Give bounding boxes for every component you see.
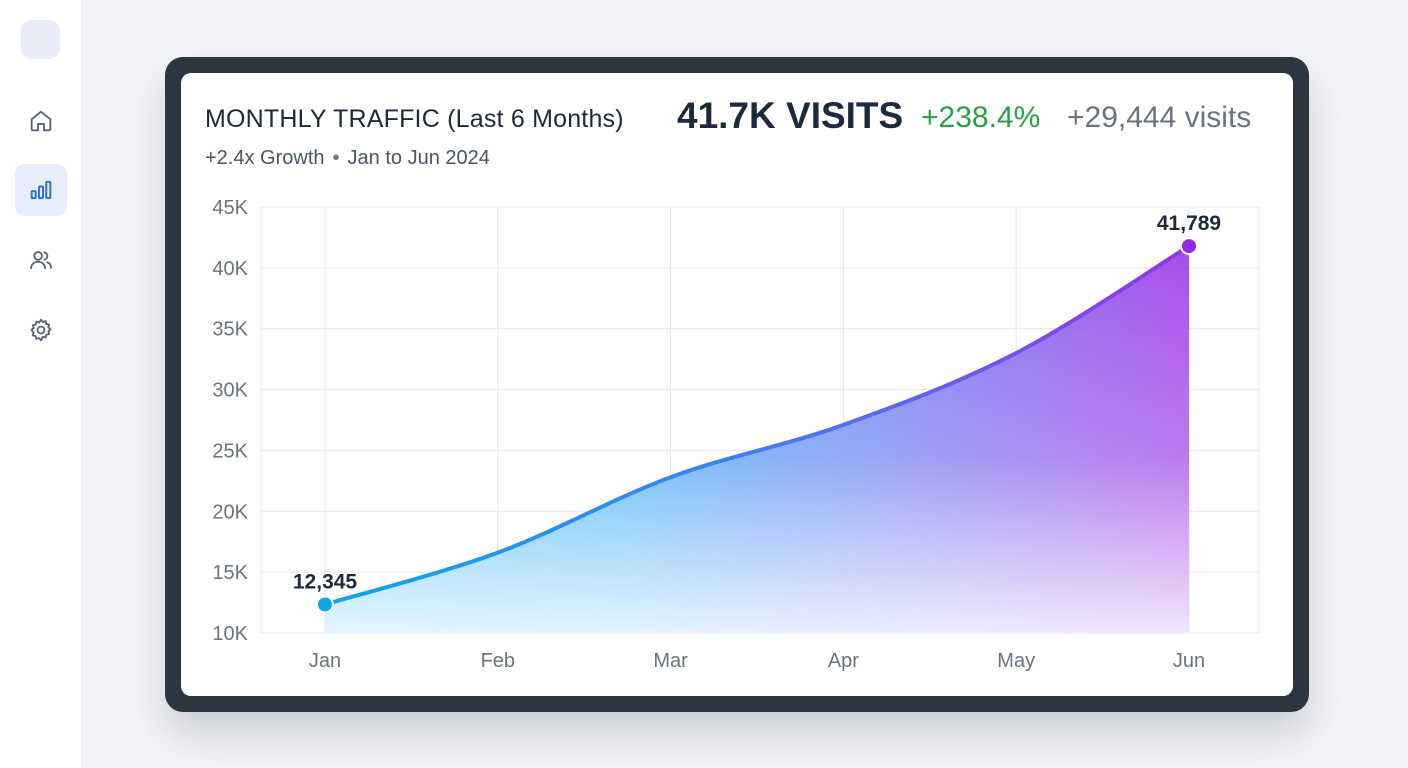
x-tick-label: May [997,650,1035,672]
app-logo[interactable] [21,20,60,59]
growth-label: +2.4x Growth [205,147,325,169]
data-point [1182,239,1196,254]
area-chart: 10K 15K 20K 25K 30K 35K 40K 45K Jan Feb Mar Apr May J… [212,197,1260,672]
users-icon [30,251,52,270]
chart-title: MONTHLY TRAFFIC (Last 6 Months) [205,105,624,133]
y-tick-label: 40K [212,258,248,280]
sidebar-item-analytics[interactable] [15,164,67,216]
chart-subtitle: +2.4x Growth • Jan to Jun 2024 [205,147,490,170]
y-tick-label: 10K [212,623,248,645]
series-line [323,244,1191,607]
sidebar-item-settings[interactable] [15,304,67,356]
settings-icon [30,318,52,342]
chart-device-frame: MONTHLY TRAFFIC (Last 6 Months) 41.7K VI… [165,57,1309,712]
sidebar [0,0,83,768]
traffic-chart-card: MONTHLY TRAFFIC (Last 6 Months) 41.7K VI… [181,73,1293,696]
y-tick-label: 35K [212,319,248,341]
separator-dot: • [332,147,340,169]
data-point [318,597,332,612]
x-tick-label: Feb [481,650,515,672]
y-tick-label: 25K [212,440,248,462]
total-visits: 41.7K VISITS [677,95,904,136]
x-tick-label: Jan [309,650,341,672]
data-label: 12,345 [293,570,358,593]
y-tick-label: 45K [212,197,248,219]
area-fade [325,246,1189,633]
bar-chart-icon [30,180,52,200]
period-label: Jan to Jun 2024 [347,147,490,169]
change-percent: +238.4% [921,101,1041,134]
x-tick-label: Apr [828,650,859,672]
y-tick-label: 30K [212,380,248,402]
sidebar-item-home[interactable] [15,95,67,147]
y-tick-label: 20K [212,501,248,523]
home-icon [30,110,52,132]
data-label: 41,789 [1157,212,1221,235]
x-tick-label: Mar [653,650,688,672]
change-absolute: +29,444 visits [1067,101,1252,134]
sidebar-item-users[interactable] [15,234,67,286]
x-tick-label: Jun [1173,650,1205,672]
y-tick-label: 15K [212,562,248,584]
